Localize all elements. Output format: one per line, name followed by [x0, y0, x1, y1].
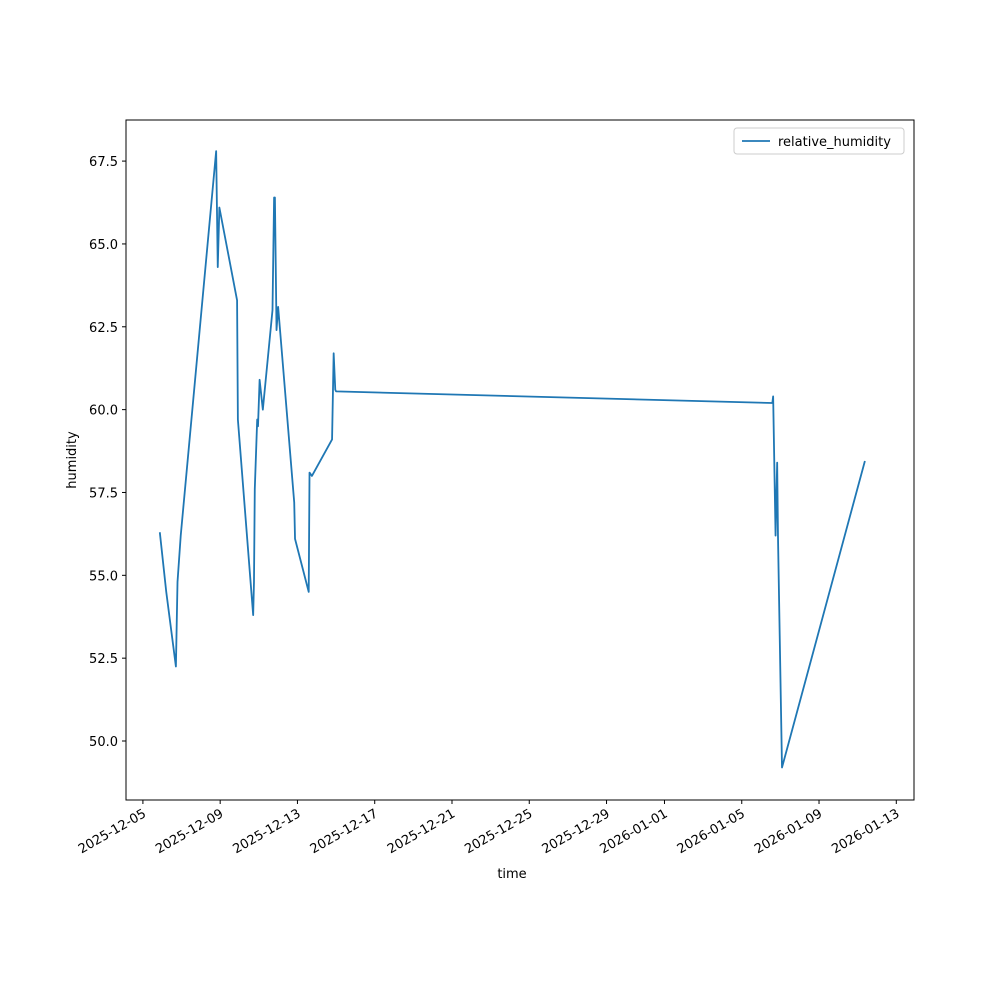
x-tick-label: 2026-01-05 [675, 806, 748, 857]
x-tick-label: 2025-12-05 [76, 806, 149, 857]
x-tick-label: 2025-12-13 [231, 806, 304, 857]
y-tick-label: 55.0 [89, 569, 118, 584]
x-axis-label: time [497, 867, 526, 882]
plot-frame [125, 119, 915, 801]
series-line [158, 150, 866, 769]
x-tick-label: 2025-12-17 [308, 806, 381, 857]
y-tick-label: 50.0 [89, 735, 118, 750]
y-tick-label: 60.0 [89, 404, 118, 419]
x-tick-label: 2026-01-13 [829, 806, 902, 857]
y-axis-label: humidity [65, 431, 80, 489]
y-tick-label: 52.5 [89, 652, 118, 667]
x-tick-label: 2025-12-25 [462, 806, 535, 857]
x-tick-label: 2026-01-09 [752, 806, 825, 857]
x-tick-label: 2025-12-09 [153, 806, 226, 857]
x-tick-label: 2025-12-21 [385, 806, 458, 857]
y-tick-label: 57.5 [89, 486, 118, 501]
y-tick-label: 62.5 [89, 321, 118, 336]
legend-label: relative_humidity [778, 135, 891, 150]
y-tick-label: 67.5 [89, 155, 118, 170]
y-tick-label: 65.0 [89, 238, 118, 253]
legend-box [733, 127, 905, 155]
